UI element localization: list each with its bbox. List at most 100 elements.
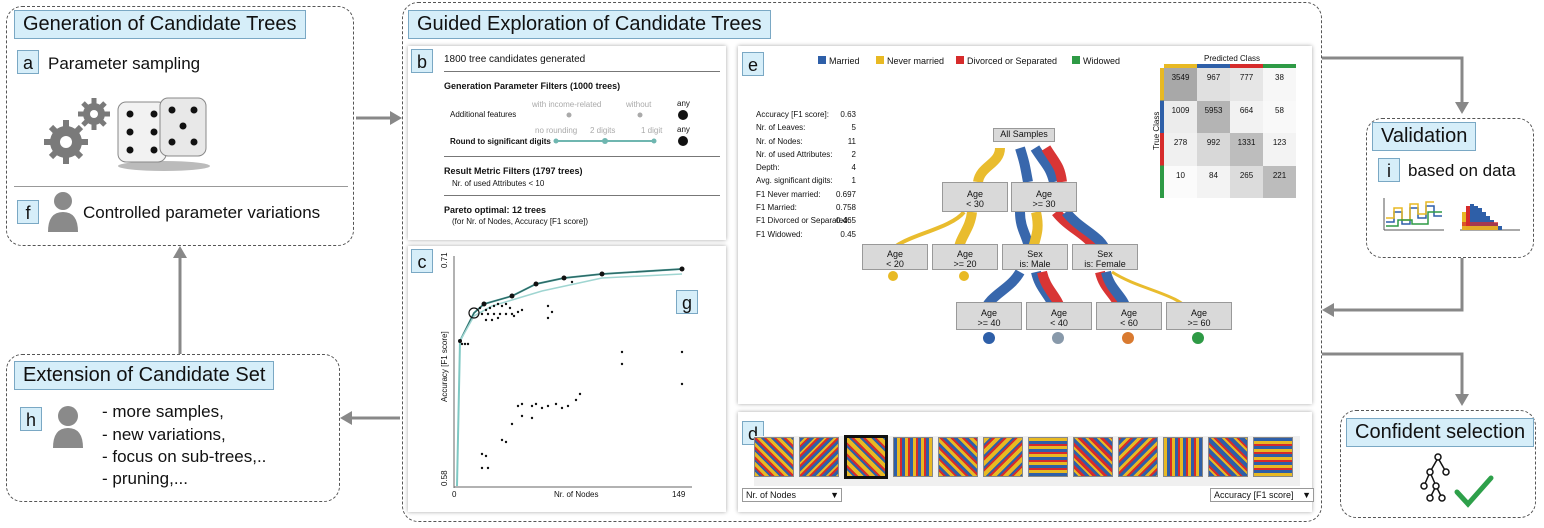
x-min-tick: 0 (452, 490, 457, 499)
cm-top-bar (1164, 64, 1296, 68)
tree-node-age-lt60[interactable]: Age < 60 (1096, 302, 1162, 330)
tree-node-root[interactable]: All Samples (993, 128, 1055, 142)
tree-thumbnail[interactable] (799, 437, 839, 477)
cm-left-bar (1160, 68, 1164, 198)
tree-thumbnail[interactable] (893, 437, 933, 477)
round-opt: any (677, 125, 690, 134)
y-bottom-tick: 0.58 (440, 470, 449, 486)
person-icon (53, 406, 83, 448)
tree-thumbnail[interactable] (1028, 437, 1068, 477)
tree-thumbnail[interactable] (754, 437, 794, 477)
tree-thumbnail[interactable] (1208, 437, 1248, 477)
legend-label: Married (829, 56, 860, 66)
divider (14, 186, 348, 187)
metric-label: F1 Never married: (756, 189, 821, 199)
tree-thumbnail[interactable] (1163, 437, 1203, 477)
metric-label: F1 Married: (756, 203, 797, 213)
tree-node-age-ge30[interactable]: Age >= 30 (1011, 182, 1077, 212)
addl-slider[interactable] (560, 108, 690, 122)
up-arrow (173, 246, 187, 354)
tree-node-age-lt20[interactable]: Age < 20 (862, 244, 928, 270)
generated-count: 1800 tree candidates generated (444, 54, 586, 65)
tree-thumbnail[interactable] (1253, 437, 1293, 477)
metrics-list: Accuracy [F1 score]: 0.63 Nr. of Leaves: 5… (756, 108, 856, 241)
tree-node-age-ge60[interactable]: Age >= 60 (1166, 302, 1232, 330)
legend-item: Divorced or Separated (956, 56, 1057, 66)
confident-title: Confident selection (1346, 418, 1535, 447)
guided-title: Guided Exploration of Candidate Trees (408, 10, 771, 39)
chevron-down-icon: ▼ (1302, 490, 1311, 500)
tree-thumbnail[interactable] (1073, 437, 1113, 477)
generation-box (6, 6, 354, 246)
metric-label: F1 Widowed: (756, 229, 803, 239)
metric-value: 5 (851, 123, 856, 133)
tree-node-sex-female[interactable]: Sex is: Female (1072, 244, 1138, 270)
metric-label: Nr. of used Attributes: (756, 149, 833, 159)
x-max-tick: 149 (672, 490, 686, 499)
cm-cell: 38 (1263, 68, 1296, 101)
ext-item: - more samples, (102, 402, 224, 421)
extension-box (6, 354, 340, 502)
tree-thumbnail[interactable] (983, 437, 1023, 477)
controlled-variations-label: Controlled parameter variations (83, 203, 321, 222)
addl-features-label: Additional features (450, 110, 517, 119)
metric-value: 0.697 (835, 189, 856, 199)
scatter-plot[interactable] (452, 256, 692, 488)
legend-item: Widowed (1072, 56, 1120, 66)
ext-item: - focus on sub-trees,.. (102, 447, 267, 466)
panel-b (408, 46, 726, 240)
result-sub: Nr. of used Attributes < 10 (452, 179, 545, 188)
tree-thumbnail[interactable] (1118, 437, 1158, 477)
tree-thumbnail[interactable] (938, 437, 978, 477)
legend-label: Widowed (1083, 56, 1121, 66)
tree-node-sex-male[interactable]: Sex is: Male (1002, 244, 1068, 270)
addl-opt: any (677, 99, 690, 108)
cm-cell: 1331 (1230, 133, 1263, 166)
gears-icon (44, 98, 110, 164)
tree-node-age-lt30[interactable]: Age < 30 (942, 182, 1008, 212)
tag-h: h (20, 407, 42, 431)
sort-right-select[interactable]: Accuracy [F1 score] ▼ (1210, 488, 1314, 502)
cm-cell: 5953 (1197, 100, 1230, 133)
metric-label: Avg. significant digits: (756, 176, 833, 186)
metric-value: 0.45 (840, 229, 856, 239)
cm-cell: 123 (1263, 133, 1296, 166)
guided-box (402, 2, 1322, 522)
tree-icon (1420, 453, 1450, 502)
tag-g: g (676, 290, 698, 314)
cm-cell: 3549 (1164, 68, 1197, 101)
metric-label: Nr. of Nodes: (756, 136, 803, 146)
tag-f: f (17, 200, 39, 224)
y-top-tick: 0.71 (440, 252, 449, 268)
legend-item: Never married (876, 56, 944, 66)
tag-i: i (1378, 158, 1400, 182)
confident-box (1340, 410, 1536, 518)
metric-value: 2 (851, 149, 856, 159)
cm-cell: 10 (1164, 165, 1197, 198)
tree-node-age-lt40[interactable]: Age < 40 (1026, 302, 1092, 330)
sort-left-select[interactable]: Nr. of Nodes ▼ (742, 488, 842, 502)
round-opt: 2 digits (590, 126, 616, 135)
pareto-sub: (for Nr. of Nodes, Accuracy [F1 score]) (452, 217, 589, 226)
checkmark-icon (1454, 475, 1494, 508)
tag-c: c (411, 249, 433, 273)
line-chart-icon (1383, 198, 1444, 231)
panel-c (408, 246, 726, 512)
tree-node-age-ge40[interactable]: Age >= 40 (956, 302, 1022, 330)
cm-cell: 992 (1197, 133, 1230, 166)
metric-value: 11 (847, 136, 856, 146)
tree-thumbnail-selected[interactable] (844, 435, 888, 479)
extension-title: Extension of Candidate Set (14, 361, 275, 390)
y-axis-label: Accuracy [F1 score] (440, 331, 449, 402)
chevron-down-icon: ▼ (830, 490, 839, 500)
metric-value: 4 (851, 163, 856, 173)
tree-node-age-ge20[interactable]: Age >= 20 (932, 244, 998, 270)
metric-value: 1 (851, 176, 856, 186)
cm-title: Predicted Class (1204, 54, 1261, 63)
pareto-heading: Pareto optimal: 12 trees (444, 205, 547, 215)
round-slider[interactable] (550, 134, 690, 148)
tag-b: b (411, 49, 433, 73)
addl-opt: with income-related (532, 100, 602, 109)
metric-value: 0.758 (835, 203, 856, 213)
leaf-glyphs (888, 271, 1204, 344)
